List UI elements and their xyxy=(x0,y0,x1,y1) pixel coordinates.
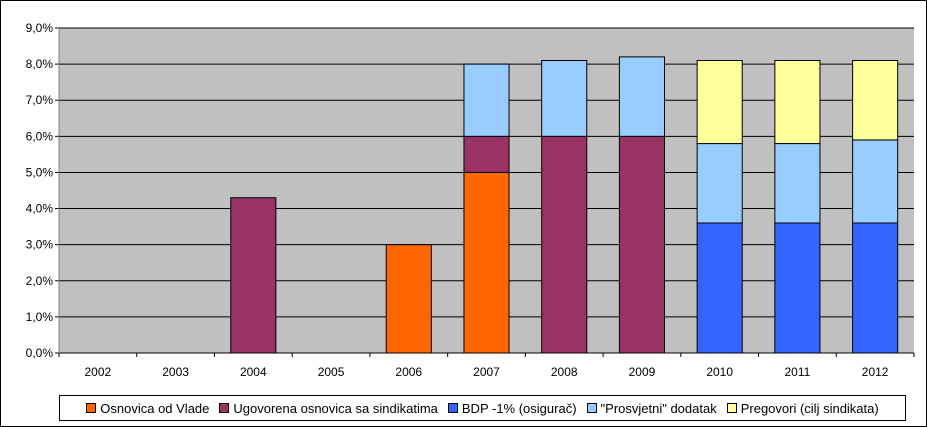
legend-label: Ugovorena osnovica sa sindikatima xyxy=(233,400,438,416)
legend-swatch xyxy=(86,403,97,413)
legend-item: Osnovica od Vlade xyxy=(86,401,209,416)
bar-segment xyxy=(541,60,588,137)
bar-segment xyxy=(852,222,899,354)
legend-swatch xyxy=(726,403,737,413)
bar-segment xyxy=(618,135,665,354)
bar-segment xyxy=(852,60,899,141)
y-tick-label: 2,0% xyxy=(26,274,54,288)
x-tick-label: 2008 xyxy=(551,365,578,379)
legend-swatch xyxy=(219,403,230,413)
x-tick-label: 2004 xyxy=(240,365,267,379)
y-axis-tick-labels: 0,0% 1,0% 2,0% 3,0% 4,0% 5,0% 6,0% 7,0% 8,0% 9,0% xyxy=(26,21,59,360)
bar-segment xyxy=(463,135,510,173)
legend-item: "Prosvjetni" dodatak xyxy=(586,400,717,416)
bar-segment xyxy=(774,143,821,224)
bar-segment xyxy=(541,135,588,354)
bars xyxy=(230,56,899,354)
bar-segment xyxy=(852,139,899,224)
y-tick-label: 4,0% xyxy=(26,202,54,216)
legend-item: BDP -1% (osigurač) xyxy=(447,400,577,416)
y-tick-label: 3,0% xyxy=(26,238,54,252)
bar-segment xyxy=(463,171,510,354)
legend-item: Pregovori (cilj sindikata) xyxy=(726,400,879,416)
legend-swatch xyxy=(447,403,458,413)
bar-segment xyxy=(463,63,510,137)
legend-label: BDP -1% (osigurač) xyxy=(461,400,577,416)
x-tick-label: 2007 xyxy=(473,365,500,379)
bar-segment xyxy=(230,197,277,354)
bar-segment xyxy=(696,143,743,224)
bar-segment xyxy=(774,222,821,354)
bar-segment xyxy=(696,60,743,145)
x-axis-tick-labels: 2002 2003 2004 2005 2006 2007 2008 2009 2010 2011… xyxy=(58,353,915,379)
legend-label: Pregovori (cilj sindikata) xyxy=(740,400,879,416)
bar-segment xyxy=(696,222,743,354)
x-tick-label: 2002 xyxy=(85,365,112,379)
legend-swatch xyxy=(586,403,597,413)
y-tick-label: 6,0% xyxy=(26,129,54,143)
bar-segment xyxy=(774,60,821,145)
y-tick-label: 5,0% xyxy=(26,165,54,179)
legend-label: Osnovica od Vlade xyxy=(100,400,210,416)
legend-item: Ugovorena osnovica sa sindikatima xyxy=(219,401,438,416)
y-tick-label: 8,0% xyxy=(26,57,54,71)
y-tick-label: 1,0% xyxy=(26,310,54,324)
bar-segment xyxy=(618,56,665,137)
legend: Osnovica od Vlade Ugovorena osnovica sa s… xyxy=(59,395,906,421)
y-tick-label: 0,0% xyxy=(26,346,54,360)
y-tick-label: 9,0% xyxy=(26,21,54,35)
x-tick-label: 2003 xyxy=(162,365,189,379)
x-tick-label: 2005 xyxy=(318,365,345,379)
y-tick-label: 7,0% xyxy=(26,93,54,107)
x-tick-label: 2010 xyxy=(706,365,733,379)
x-tick-label: 2006 xyxy=(395,365,422,379)
x-tick-label: 2012 xyxy=(862,365,889,379)
x-tick-label: 2011 xyxy=(785,365,811,379)
legend-label: "Prosvjetni" dodatak xyxy=(600,400,717,416)
x-tick-label: 2009 xyxy=(629,365,656,379)
bar-segment xyxy=(385,244,432,354)
